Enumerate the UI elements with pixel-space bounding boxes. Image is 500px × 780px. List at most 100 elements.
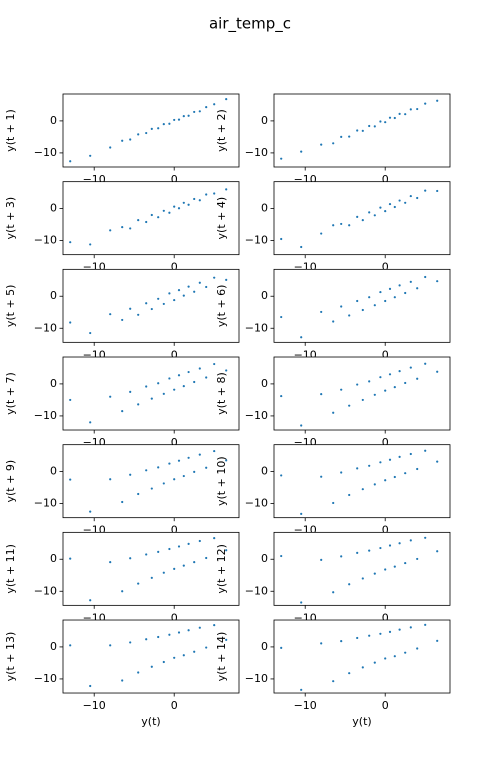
scatter-point	[198, 453, 201, 456]
scatter-point	[198, 367, 201, 370]
scatter-point	[69, 241, 72, 244]
scatter-point	[177, 118, 181, 121]
axes-frame	[62, 531, 240, 606]
y-tick-label: 0	[50, 202, 57, 215]
scatter-point	[213, 276, 216, 279]
scatter-point	[182, 114, 185, 118]
scatter-point	[340, 555, 343, 558]
y-tick-label: 0	[261, 114, 268, 127]
scatter-point	[121, 500, 124, 504]
scatter-point	[300, 150, 303, 153]
scatter-point	[89, 421, 92, 424]
scatter-point	[177, 289, 181, 292]
scatter-point	[157, 382, 160, 385]
scatter-point	[280, 474, 283, 477]
scatter-point	[205, 193, 208, 196]
scatter-point	[424, 449, 427, 452]
x-tick-label: 0	[171, 173, 178, 186]
scatter-point	[320, 642, 323, 645]
x-tick-label: −10	[83, 699, 106, 712]
scatter-point	[89, 684, 92, 688]
x-tick-label: 0	[382, 261, 389, 274]
scatter-point	[320, 232, 323, 235]
scatter-point	[404, 291, 407, 295]
scatter-point	[332, 142, 335, 145]
points	[280, 536, 439, 604]
scatter-point	[162, 571, 165, 574]
scatter-point	[187, 203, 190, 206]
y-axis-label: y(t + 11)	[4, 544, 17, 594]
scatter-point	[348, 404, 351, 407]
scatter-point	[388, 287, 392, 290]
scatter-point	[398, 455, 401, 458]
scatter-point	[332, 680, 335, 683]
scatter-point	[436, 370, 439, 373]
scatter-point	[409, 280, 412, 283]
scatter-point	[356, 129, 359, 132]
scatter-point	[109, 561, 112, 564]
scatter-point	[213, 362, 216, 366]
y-tick-label: 0	[50, 377, 57, 390]
scatter-point	[109, 644, 112, 647]
scatter-point	[205, 376, 208, 379]
scatter-point	[348, 583, 351, 586]
scatter-point	[404, 651, 407, 654]
scatter-point	[187, 542, 190, 545]
scatter-point	[320, 393, 323, 396]
scatter-point	[280, 394, 283, 398]
scatter-point	[157, 550, 160, 553]
scatter-point	[129, 138, 132, 141]
axes-background	[63, 181, 239, 255]
axes-frame	[273, 181, 451, 256]
scatter-point	[409, 452, 412, 456]
scatter-point	[388, 544, 392, 547]
scatter-point	[193, 290, 196, 293]
scatter-point	[379, 290, 382, 294]
scatter-point	[416, 467, 419, 471]
scatter-point	[121, 590, 124, 593]
points	[280, 449, 439, 515]
scatter-point	[416, 557, 419, 561]
scatter-point	[213, 192, 216, 195]
y-tick-label: 0	[261, 289, 268, 302]
scatter-point	[182, 201, 185, 204]
scatter-point	[280, 646, 283, 649]
scatter-point	[137, 671, 140, 674]
scatter-point	[121, 226, 124, 229]
scatter-point	[393, 116, 396, 120]
y-axis-label: y(t + 9)	[4, 460, 17, 503]
scatter-point	[213, 103, 216, 106]
y-tick-label: −10	[34, 584, 57, 597]
scatter-point	[340, 135, 343, 139]
scatter-point	[388, 458, 392, 461]
scatter-point	[356, 299, 359, 303]
y-tick-label: −10	[245, 584, 268, 597]
scatter-point	[379, 632, 382, 635]
x-tick-label: 0	[382, 699, 389, 712]
scatter-point	[436, 189, 439, 193]
scatter-point	[177, 545, 181, 548]
axes-frame	[62, 444, 240, 519]
scatter-point	[129, 390, 132, 394]
scatter-point	[150, 576, 153, 579]
scatter-point	[121, 318, 124, 322]
scatter-point	[193, 561, 196, 564]
y-tick-label: 0	[261, 552, 268, 565]
scatter-point	[150, 127, 153, 130]
scatter-point	[193, 650, 196, 653]
scatter-point	[137, 218, 140, 222]
axes-background	[274, 620, 450, 694]
scatter-point	[280, 315, 283, 319]
y-axis-label: y(t + 7)	[4, 372, 17, 415]
scatter-point	[361, 666, 364, 669]
scatter-point	[168, 377, 171, 380]
x-tick-label: −10	[294, 699, 317, 712]
scatter-point	[384, 657, 387, 660]
scatter-point	[225, 459, 228, 462]
scatter-point	[162, 302, 165, 306]
scatter-point	[379, 120, 382, 123]
scatter-point	[398, 284, 401, 287]
scatter-point	[379, 546, 382, 550]
scatter-point	[388, 116, 392, 119]
